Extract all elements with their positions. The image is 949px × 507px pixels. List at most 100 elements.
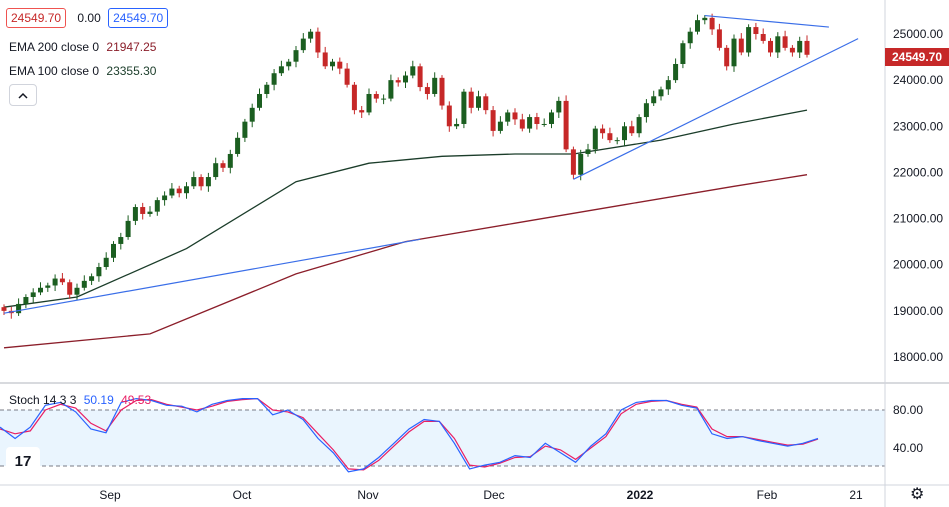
candle-body bbox=[1, 307, 7, 311]
candle-body bbox=[162, 195, 168, 201]
candle-body bbox=[519, 119, 525, 129]
candle-body bbox=[505, 112, 511, 122]
candle-body bbox=[351, 84, 357, 111]
candle-body bbox=[278, 66, 284, 74]
candle-body bbox=[797, 40, 803, 53]
candle-body bbox=[147, 211, 153, 214]
gear-icon[interactable]: ⚙ bbox=[910, 486, 925, 503]
candle-body bbox=[395, 80, 401, 83]
stoch-label: Stoch 14 3 3 bbox=[9, 393, 77, 407]
stoch-k-value: 50.19 bbox=[83, 393, 114, 407]
time-axis-label: 2022 bbox=[627, 488, 654, 502]
candle-body bbox=[709, 17, 715, 30]
ema200-value: 21947.25 bbox=[106, 40, 157, 54]
candle-body bbox=[746, 27, 752, 53]
stoch-legend[interactable]: Stoch 14 3 3 50.19 49.53 bbox=[9, 393, 151, 407]
tradingview-logo[interactable]: 17 bbox=[6, 447, 40, 475]
price-tick-label: 22000.00 bbox=[893, 165, 943, 179]
price-tick-label: 21000.00 bbox=[893, 212, 943, 226]
candle-body bbox=[768, 40, 773, 53]
time-axis-label: Feb bbox=[757, 488, 778, 502]
candle-body bbox=[753, 27, 759, 34]
candle-body bbox=[446, 105, 452, 127]
candle-body bbox=[403, 75, 408, 83]
candle-body bbox=[315, 31, 321, 53]
candle-body bbox=[673, 63, 679, 81]
trendline[interactable] bbox=[573, 38, 859, 180]
candle-body bbox=[154, 200, 160, 212]
candle-body bbox=[308, 31, 314, 39]
candle-body bbox=[724, 47, 730, 67]
candle-body bbox=[227, 153, 233, 168]
ema100-legend[interactable]: EMA 100 close 0 23355.30 bbox=[9, 64, 156, 78]
candle-body bbox=[592, 128, 598, 150]
candle-body bbox=[497, 121, 503, 131]
time-axis-label: Sep bbox=[99, 488, 121, 502]
candle-body bbox=[381, 98, 387, 100]
candle-body bbox=[760, 34, 766, 41]
ema200-legend[interactable]: EMA 200 close 0 21947.25 bbox=[9, 40, 156, 54]
candle-body bbox=[549, 112, 554, 124]
ema100-line bbox=[3, 109, 808, 308]
trendline[interactable] bbox=[3, 238, 421, 314]
stoch-k-line bbox=[0, 397, 819, 473]
candle-body bbox=[527, 117, 533, 129]
candle-body bbox=[330, 61, 335, 67]
candle-body bbox=[359, 110, 365, 113]
candle-body bbox=[140, 207, 146, 214]
candle-body bbox=[585, 149, 591, 154]
candle-body bbox=[570, 149, 576, 175]
candle-body bbox=[738, 38, 744, 53]
candle-body bbox=[716, 29, 722, 48]
price-tick-label: 25000.00 bbox=[893, 27, 943, 41]
candle-body bbox=[293, 50, 299, 62]
candle-body bbox=[665, 80, 671, 90]
candle-body bbox=[483, 96, 489, 111]
candle-body bbox=[286, 61, 292, 67]
trendline[interactable] bbox=[704, 14, 829, 28]
candle-body bbox=[257, 93, 262, 108]
candle-body bbox=[16, 303, 22, 314]
candle-body bbox=[74, 287, 80, 295]
candle-body bbox=[205, 177, 211, 187]
stoch-d-line bbox=[0, 397, 819, 471]
candle-body bbox=[702, 17, 708, 21]
candle-body bbox=[658, 89, 664, 97]
stoch-d-value: 49.53 bbox=[121, 393, 152, 407]
candle-body bbox=[804, 40, 810, 55]
candle-body bbox=[432, 77, 438, 94]
candle-body bbox=[271, 73, 277, 85]
candle-body bbox=[118, 237, 124, 244]
candle-body bbox=[607, 133, 613, 141]
candle-body bbox=[534, 117, 540, 124]
candle-body bbox=[213, 163, 219, 178]
stoch-tick-label: 40.00 bbox=[893, 441, 923, 455]
candle-body bbox=[366, 93, 372, 113]
candle-body bbox=[111, 243, 116, 258]
candle-body bbox=[541, 123, 547, 125]
candle-body bbox=[191, 177, 197, 187]
candle-body bbox=[373, 93, 379, 99]
candle-body bbox=[651, 96, 657, 104]
candle-body bbox=[242, 121, 248, 138]
candle-body bbox=[490, 110, 496, 131]
candle-body bbox=[125, 220, 131, 238]
stoch-band bbox=[0, 410, 885, 466]
candle-body bbox=[249, 107, 255, 122]
candle-body bbox=[680, 43, 686, 64]
time-axis-label: 21 bbox=[849, 488, 863, 502]
close-value-box: 24549.70 bbox=[108, 8, 169, 28]
candle-body bbox=[300, 38, 306, 51]
price-tick-label: 23000.00 bbox=[893, 119, 943, 133]
time-axis-label: Oct bbox=[233, 488, 252, 502]
candle-body bbox=[775, 36, 781, 53]
candle-body bbox=[622, 126, 627, 141]
candle-body bbox=[103, 257, 109, 268]
collapse-legend-button[interactable] bbox=[9, 84, 37, 106]
candle-body bbox=[789, 47, 795, 53]
candle-body bbox=[322, 52, 328, 67]
candle-body bbox=[89, 276, 95, 281]
candle-body bbox=[337, 61, 343, 69]
candle-body bbox=[512, 112, 518, 120]
